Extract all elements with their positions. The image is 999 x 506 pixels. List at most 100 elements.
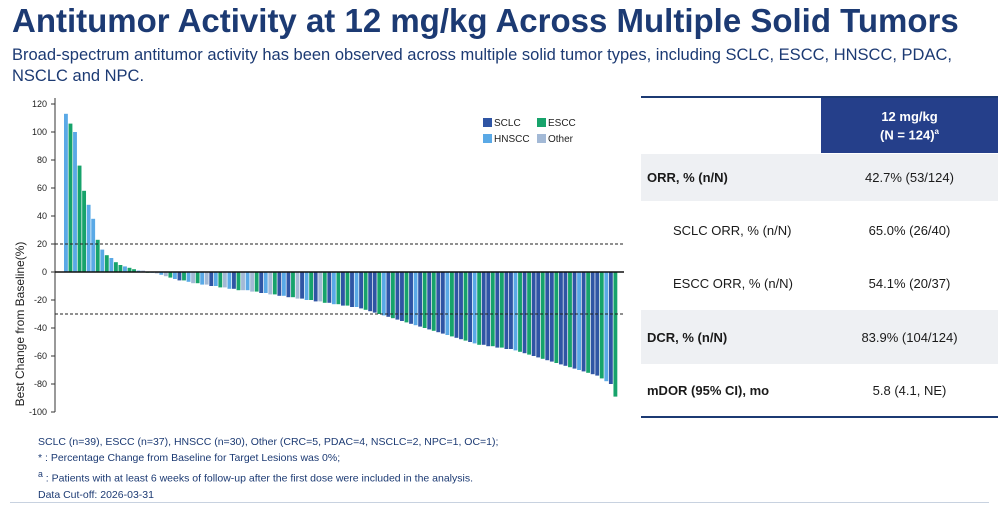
dose-label: 12 mg/kg (881, 108, 938, 124)
n-label: (N = 124)a (879, 126, 939, 143)
footnote-a: a : Patients with at least 6 weeks of fo… (38, 469, 474, 485)
bar-escc (490, 272, 495, 347)
bar-hnscc (186, 272, 191, 282)
y-tick-label: -60 (34, 351, 47, 361)
bar-escc (463, 272, 468, 341)
bar-sclc (400, 272, 404, 321)
bar-escc (568, 272, 572, 368)
y-tick-label: 0 (42, 267, 47, 277)
bar-escc (449, 272, 454, 337)
bar-escc (390, 272, 395, 319)
bar-escc (309, 272, 314, 300)
bar-escc (127, 267, 132, 272)
bar-hnscc (263, 272, 268, 293)
bar-hnscc (445, 272, 450, 335)
bar-hnscc (109, 258, 114, 272)
y-tick-label: -80 (34, 379, 47, 389)
bar-escc (336, 272, 341, 305)
bar-escc (599, 272, 604, 379)
bar-sclc (327, 272, 332, 303)
bar-escc (431, 272, 436, 331)
bar-sclc (300, 272, 304, 299)
bar-escc (182, 272, 186, 281)
bar-escc (527, 272, 532, 355)
bar-other (222, 272, 227, 288)
bar-escc (322, 272, 327, 303)
bar-escc (168, 272, 173, 278)
bar-sclc (409, 272, 413, 324)
legend-label: Other (548, 134, 574, 145)
bar-other (250, 272, 255, 292)
bar-hnscc (245, 272, 250, 291)
legend-swatch (537, 118, 546, 127)
bar-other (268, 272, 273, 295)
table-row-sclc-orr: SCLC ORR, % (n/N) 65.0% (26/40) (641, 206, 998, 254)
bar-hnscc (513, 272, 518, 351)
bar-hnscc (354, 272, 359, 307)
bar-sclc (372, 272, 377, 313)
bar-escc (613, 272, 618, 397)
bar-escc (345, 272, 350, 306)
bar-escc (363, 272, 368, 310)
table-row-mdor: mDOR (95% CI), mo 5.8 (4.1, NE) (641, 366, 998, 414)
bar-hnscc (86, 204, 91, 272)
bar-sclc (177, 272, 182, 281)
bar-escc (82, 190, 87, 272)
bar-escc (272, 272, 277, 295)
bar-sclc (545, 272, 550, 361)
row-value: 42.7% (53/124) (865, 170, 954, 185)
bar-sclc (509, 272, 513, 349)
bar-sclc (522, 272, 527, 354)
bar-hnscc (413, 272, 418, 326)
y-axis-label: Best Change from Baseline(%) (13, 242, 27, 407)
bar-sclc (572, 272, 577, 369)
y-tick-label: -20 (34, 295, 47, 305)
bar-sclc (486, 272, 491, 347)
bar-sclc (232, 272, 236, 289)
bar-escc (77, 165, 82, 272)
bar-escc (477, 272, 482, 345)
y-tick-label: 60 (37, 183, 47, 193)
bar-escc (586, 272, 591, 373)
legend-label: SCLC (494, 118, 521, 129)
y-tick-label: -100 (29, 407, 47, 417)
bar-sclc (341, 272, 345, 306)
bar-sclc (495, 272, 500, 348)
bar-escc (218, 272, 223, 288)
bar-sclc (427, 272, 432, 330)
bar-other (163, 272, 168, 277)
bar-escc (499, 272, 504, 348)
bar-sclc (368, 272, 373, 312)
y-tick-label: 20 (37, 239, 47, 249)
bar-escc (554, 272, 559, 363)
bar-sclc (395, 272, 400, 320)
bar-hnscc (213, 272, 218, 286)
bar-sclc (468, 272, 473, 342)
bar-sclc (209, 272, 214, 286)
bar-escc (236, 272, 241, 291)
bar-sclc (536, 272, 541, 358)
bar-hnscc (123, 266, 127, 272)
bar-escc (291, 272, 295, 298)
bar-sclc (481, 272, 486, 345)
bar-sclc (558, 272, 563, 365)
legend-swatch (483, 134, 492, 143)
bar-hnscc (472, 272, 477, 344)
bar-sclc (386, 272, 391, 317)
bar-hnscc (64, 113, 68, 272)
page-subtitle: Broad-spectrum antitumor activity has be… (12, 46, 952, 85)
bar-escc (132, 269, 136, 272)
bar-sclc (590, 272, 595, 375)
bar-sclc (459, 272, 463, 340)
table-row-dcr: DCR, % (n/N) 83.9% (104/124) (641, 310, 998, 364)
bar-hnscc (381, 272, 386, 316)
y-tick-label: 120 (32, 99, 47, 109)
bar-sclc (277, 272, 282, 296)
bar-sclc (595, 272, 600, 376)
bar-sclc (563, 272, 568, 366)
table-row-orr: ORR, % (n/N) 42.7% (53/124) (641, 154, 998, 201)
bar-hnscc (604, 272, 609, 382)
bar-escc (118, 265, 123, 272)
bar-sclc (549, 272, 554, 362)
bar-sclc (359, 272, 364, 309)
